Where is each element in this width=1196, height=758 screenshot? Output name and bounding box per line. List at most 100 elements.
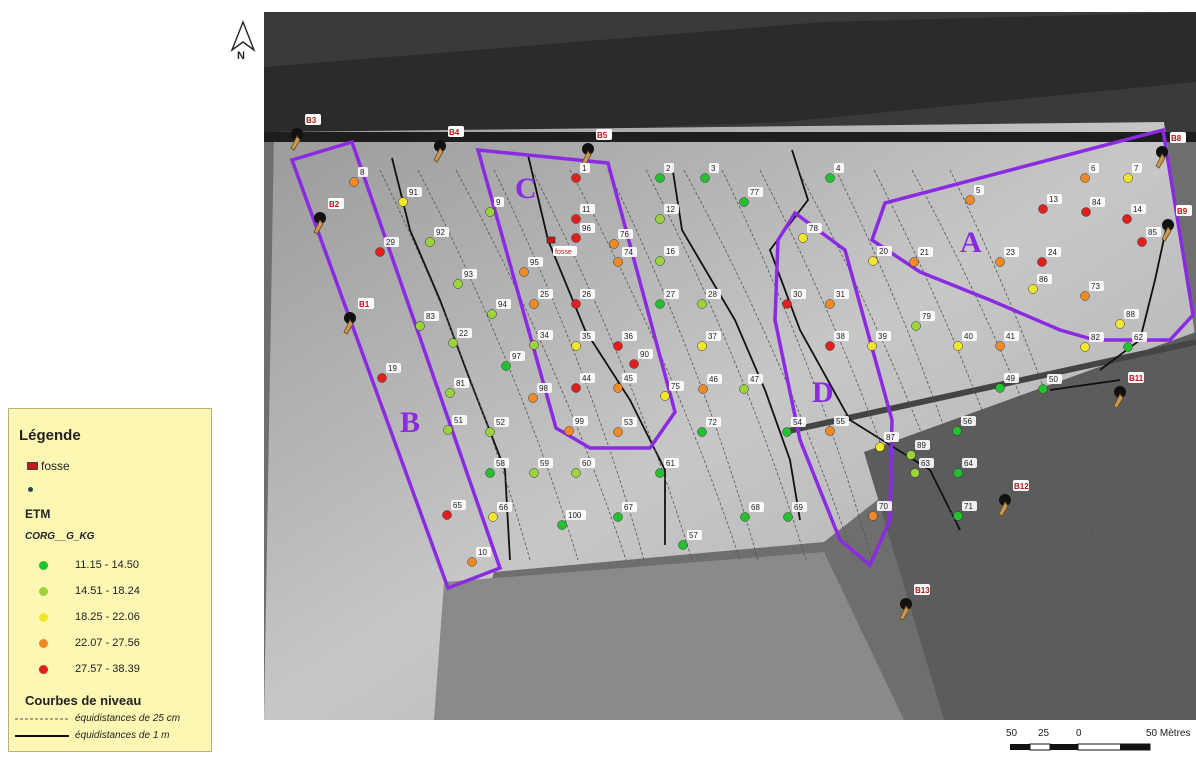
sample-point[interactable]: 5 (965, 185, 985, 205)
sample-point[interactable]: 2 (655, 163, 675, 183)
sample-point[interactable]: 4 (825, 163, 845, 183)
sample-point[interactable]: 94 (487, 299, 512, 319)
sample-point[interactable]: 89 (906, 440, 931, 460)
sample-point[interactable]: 77 (739, 187, 764, 207)
sample-point[interactable]: 36 (613, 331, 638, 351)
sample-point[interactable]: 1 (571, 163, 591, 183)
sample-point[interactable]: 53 (613, 417, 638, 437)
sample-point[interactable]: 86 (1028, 274, 1053, 294)
sample-point[interactable]: 71 (953, 501, 978, 521)
sample-point[interactable]: 45 (613, 373, 638, 393)
sample-point[interactable]: 9 (485, 197, 505, 217)
sample-point[interactable]: 96 (571, 223, 596, 243)
sample-point[interactable]: 11 (571, 204, 596, 224)
sample-point[interactable]: 22 (448, 328, 473, 348)
sample-point[interactable]: 6 (1080, 163, 1100, 183)
sample-point[interactable]: 21 (909, 247, 934, 267)
sample-point[interactable]: 47 (739, 374, 764, 394)
sample-point[interactable]: 12 (655, 204, 680, 224)
sample-point[interactable]: 95 (519, 257, 544, 277)
sample-point[interactable]: 62 (1123, 332, 1148, 352)
sample-point[interactable]: 82 (1080, 332, 1105, 352)
sample-point[interactable]: 40 (953, 331, 978, 351)
sample-point-tag (749, 502, 764, 512)
sample-point[interactable]: 35 (571, 331, 596, 351)
sample-point[interactable]: 76 (609, 229, 634, 249)
sample-point[interactable]: 37 (697, 331, 722, 351)
sample-point[interactable]: 28 (697, 289, 722, 309)
sample-point[interactable]: 97 (501, 351, 526, 371)
sample-point[interactable]: 34 (529, 330, 554, 350)
sample-point[interactable]: 88 (1115, 309, 1140, 329)
sample-point[interactable]: 68 (740, 502, 765, 522)
sample-point[interactable]: 19 (377, 363, 402, 383)
sample-point[interactable]: 55 (825, 416, 850, 436)
sample-point[interactable]: 7 (1123, 163, 1143, 183)
sample-point[interactable]: 83 (415, 311, 440, 331)
sample-point[interactable]: 46 (698, 374, 723, 394)
sample-point[interactable]: 30 (782, 289, 807, 309)
sample-point[interactable]: 39 (867, 331, 892, 351)
sample-point[interactable]: 52 (485, 417, 510, 437)
sample-point[interactable]: 91 (398, 187, 423, 207)
sample-point[interactable]: 56 (952, 416, 977, 436)
contour-lines (379, 149, 1169, 561)
sample-point[interactable]: 64 (953, 458, 978, 478)
sample-point[interactable]: 29 (375, 237, 400, 257)
sample-point[interactable]: 79 (911, 311, 936, 331)
sample-point[interactable]: 14 (1122, 204, 1147, 224)
sample-point[interactable]: 74 (613, 247, 638, 267)
sample-point[interactable]: 20 (868, 246, 893, 266)
sample-point[interactable]: 25 (529, 289, 554, 309)
sample-point[interactable]: 84 (1081, 197, 1106, 217)
sample-point[interactable]: 41 (995, 331, 1020, 351)
sample-point[interactable]: 60 (571, 458, 596, 478)
sample-point-dot (571, 214, 581, 224)
sample-point[interactable]: 93 (453, 269, 478, 289)
sample-point-dot (1038, 204, 1048, 214)
sample-point[interactable]: 85 (1137, 227, 1162, 247)
sample-point[interactable]: 8 (349, 167, 369, 187)
sample-point[interactable]: 99 (564, 416, 589, 436)
sample-point[interactable]: 58 (485, 458, 510, 478)
sample-point[interactable]: 49 (995, 373, 1020, 393)
sample-point[interactable]: 87 (875, 432, 900, 452)
sample-point[interactable]: 57 (678, 530, 703, 550)
sample-point[interactable]: 59 (529, 458, 554, 478)
sample-point-tag (580, 289, 595, 299)
sample-point[interactable]: 26 (571, 289, 596, 309)
sample-point[interactable]: 13 (1038, 194, 1063, 214)
sample-point[interactable]: 69 (783, 502, 808, 522)
sample-point[interactable]: 98 (528, 383, 553, 403)
sample-point[interactable]: 3 (700, 163, 720, 183)
sample-point[interactable]: 44 (571, 373, 596, 393)
sample-point[interactable]: 51 (443, 415, 468, 435)
sample-point[interactable]: 67 (613, 502, 638, 522)
sample-point[interactable]: 16 (655, 246, 680, 266)
sample-point[interactable]: 73 (1080, 281, 1105, 301)
sample-point[interactable]: 27 (655, 289, 680, 309)
sample-point[interactable]: 24 (1037, 247, 1062, 267)
sample-point[interactable]: 70 (868, 501, 893, 521)
sample-point[interactable]: 90 (629, 349, 654, 369)
sample-point[interactable]: 38 (825, 331, 850, 351)
sample-point[interactable]: 63 (910, 458, 935, 478)
sample-point[interactable]: 75 (660, 381, 685, 401)
sample-point[interactable]: 23 (995, 247, 1020, 267)
sample-point[interactable]: 66 (488, 502, 513, 522)
sample-point[interactable]: 92 (425, 227, 450, 247)
sample-point[interactable]: 31 (825, 289, 850, 309)
sample-point[interactable]: 10 (467, 547, 492, 567)
sample-point[interactable]: 54 (782, 417, 807, 437)
sample-point-tag (807, 223, 822, 233)
sample-point[interactable]: 81 (445, 378, 470, 398)
sample-point-label: 22 (459, 329, 468, 338)
sample-point[interactable]: 65 (442, 500, 467, 520)
sample-point[interactable]: 61 (655, 458, 680, 478)
sample-point[interactable]: 72 (697, 417, 722, 437)
sample-point[interactable]: 50 (1038, 374, 1063, 394)
sample-point[interactable]: 100 (557, 510, 587, 530)
sample-point[interactable]: 78 (798, 223, 823, 243)
borehole-label: B3 (306, 116, 317, 125)
